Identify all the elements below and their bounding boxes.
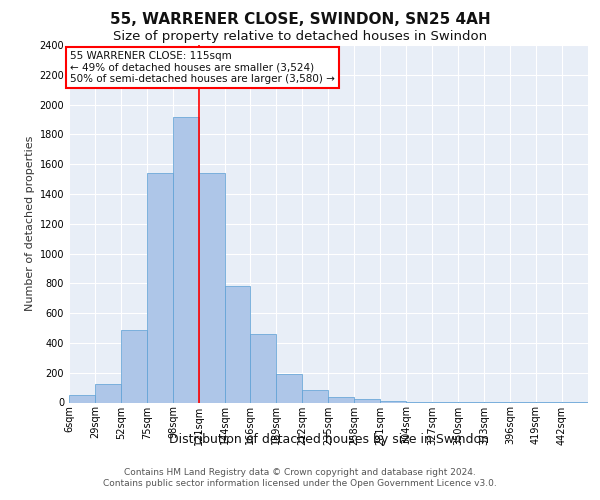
Text: Distribution of detached houses by size in Swindon: Distribution of detached houses by size … xyxy=(169,432,489,446)
Bar xyxy=(95,384,121,402)
Bar xyxy=(69,395,95,402)
Text: 55, WARRENER CLOSE, SWINDON, SN25 4AH: 55, WARRENER CLOSE, SWINDON, SN25 4AH xyxy=(110,12,490,28)
Bar xyxy=(250,334,276,402)
Text: 55 WARRENER CLOSE: 115sqm
← 49% of detached houses are smaller (3,524)
50% of se: 55 WARRENER CLOSE: 115sqm ← 49% of detac… xyxy=(70,51,335,84)
Text: Size of property relative to detached houses in Swindon: Size of property relative to detached ho… xyxy=(113,30,487,43)
Bar xyxy=(225,286,250,403)
Bar xyxy=(147,173,173,402)
Bar xyxy=(276,374,302,402)
Bar xyxy=(302,390,328,402)
Text: Contains HM Land Registry data © Crown copyright and database right 2024.
Contai: Contains HM Land Registry data © Crown c… xyxy=(103,468,497,487)
Bar xyxy=(121,330,147,402)
Bar xyxy=(380,401,406,402)
Bar xyxy=(199,173,225,402)
Bar xyxy=(173,116,199,403)
Bar xyxy=(328,398,354,402)
Y-axis label: Number of detached properties: Number of detached properties xyxy=(25,136,35,312)
Bar xyxy=(354,399,380,402)
